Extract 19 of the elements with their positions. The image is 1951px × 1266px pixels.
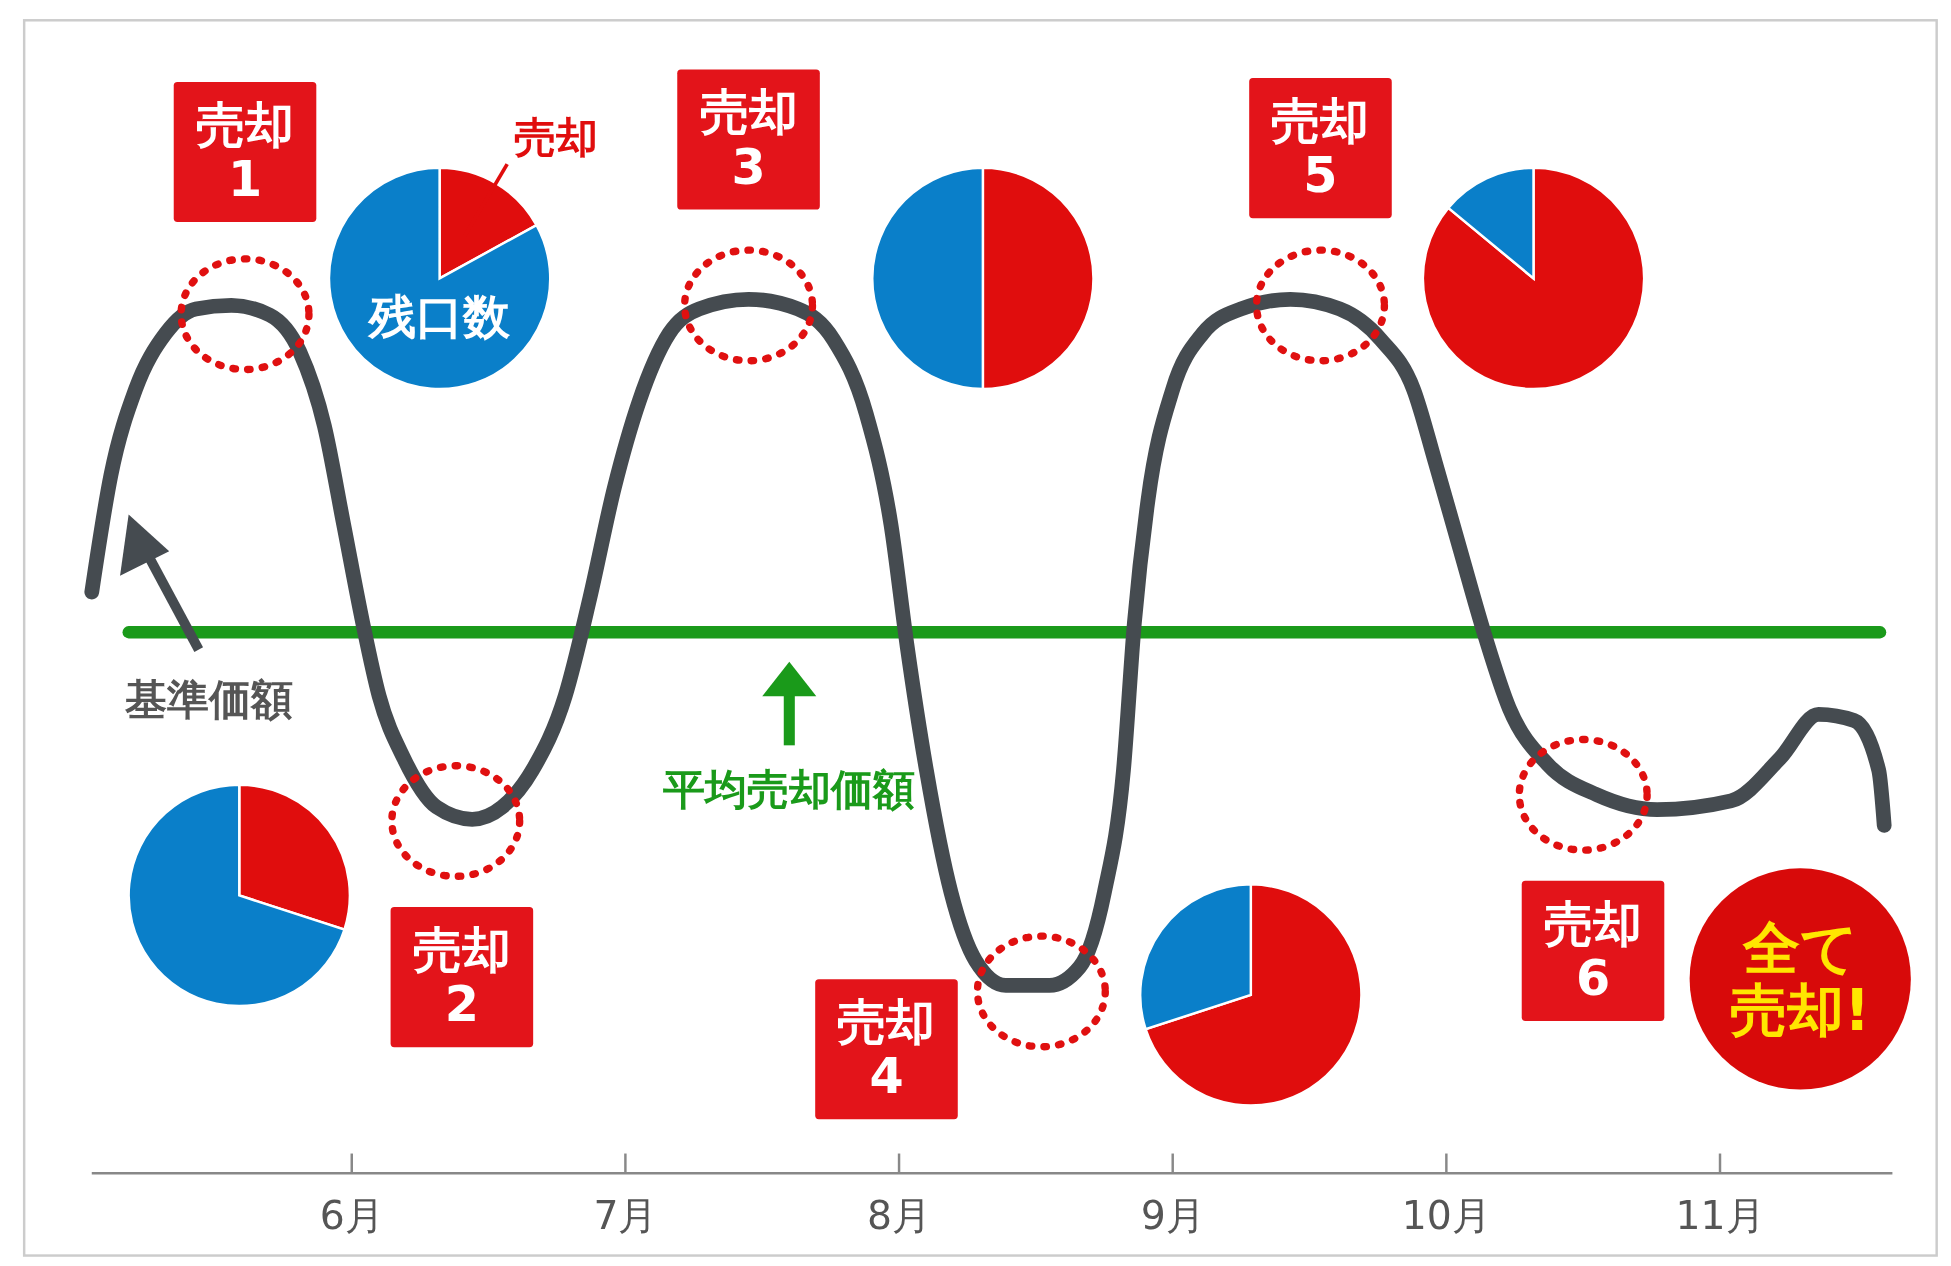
annotation: 売却 6 bbox=[1544, 894, 1643, 1007]
annotation: 売却 2 bbox=[412, 921, 511, 1034]
annotation: 基準価額 bbox=[123, 674, 293, 724]
slice-label: 売却 bbox=[514, 112, 599, 162]
annotation: 売却 5 bbox=[1271, 92, 1370, 205]
legend-label: 平均売却価額 bbox=[662, 765, 916, 815]
x-tick-label: 11月 bbox=[1675, 1191, 1765, 1238]
x-tick-label: 9月 bbox=[1140, 1191, 1205, 1238]
annotation: 売却 3 bbox=[699, 83, 798, 196]
pie-slice bbox=[1421, 166, 1646, 391]
x-tick-label: 7月 bbox=[593, 1191, 658, 1238]
annotation: 売却 4 bbox=[837, 993, 936, 1106]
x-tick-label: 6月 bbox=[319, 1191, 384, 1238]
slice-label: 残口数 bbox=[367, 290, 512, 345]
x-tick-label: 8月 bbox=[867, 1191, 932, 1238]
pie-slice bbox=[327, 166, 552, 391]
annotation: 売却 1 bbox=[196, 95, 295, 208]
annotation: 全て売却! bbox=[1730, 915, 1871, 1043]
x-tick-label: 10月 bbox=[1401, 1191, 1491, 1238]
